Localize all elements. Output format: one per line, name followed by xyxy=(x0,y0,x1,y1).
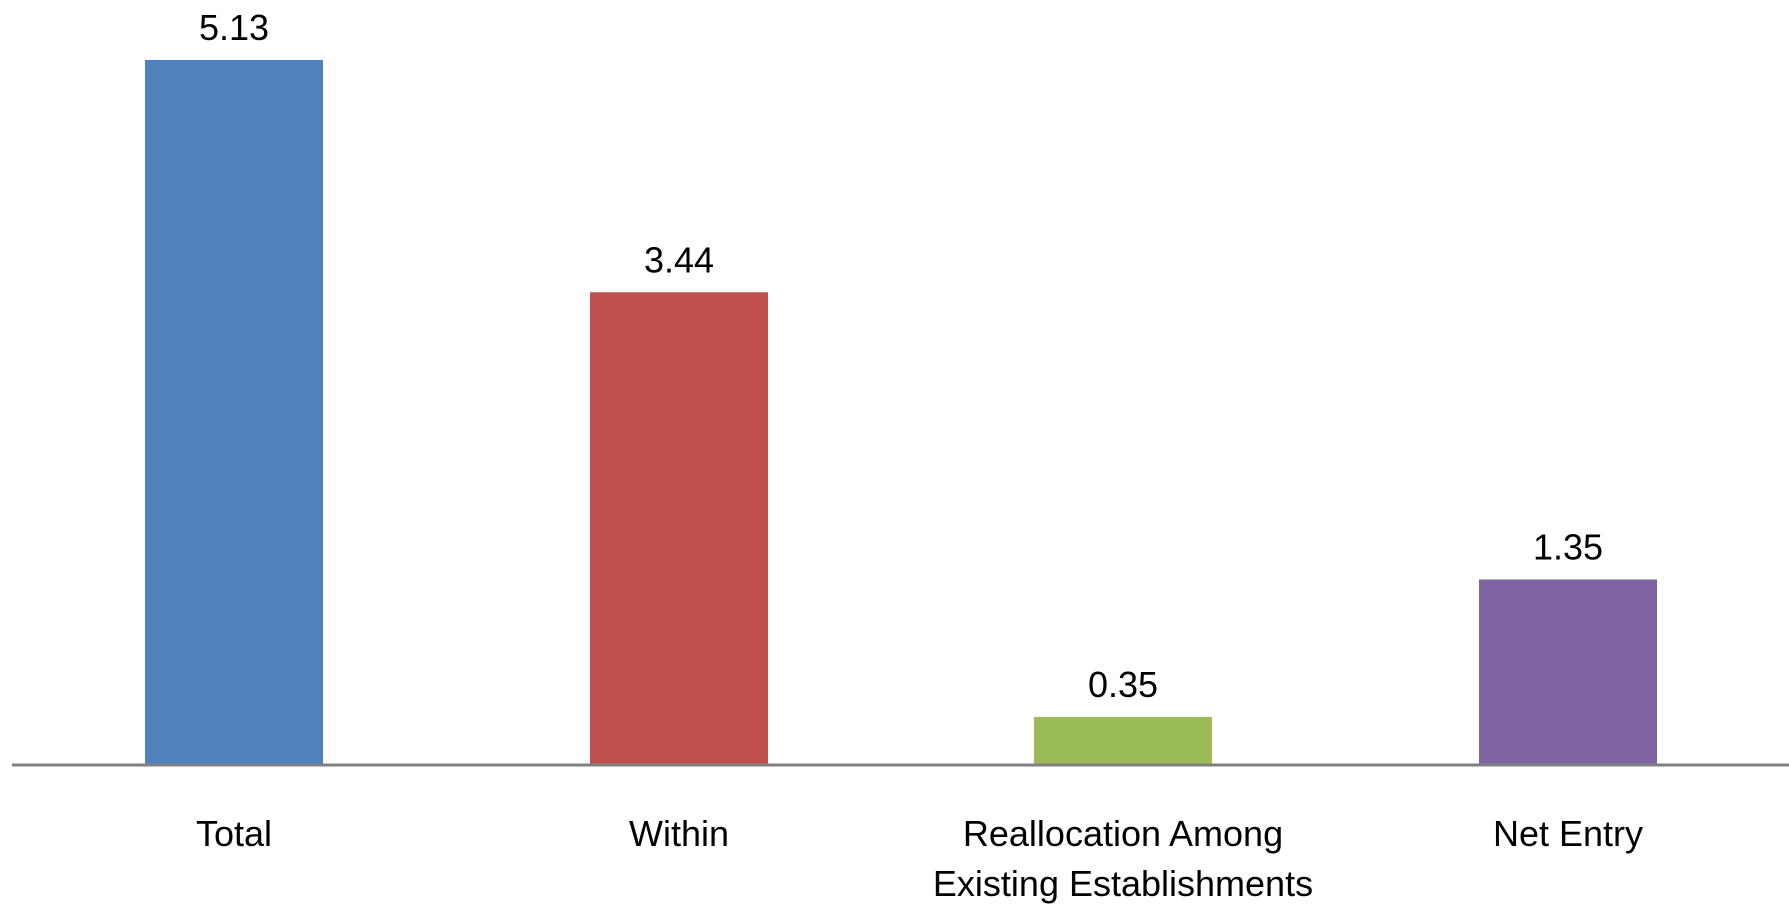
bar-1 xyxy=(590,292,768,765)
bar-2 xyxy=(1034,716,1212,765)
category-label-2-line-1: Existing Establishments xyxy=(933,863,1313,904)
bar-0 xyxy=(145,60,323,765)
category-label-3-line-0: Net Entry xyxy=(1493,813,1643,854)
category-labels-group: Total Within Reallocation Among Existing Es… xyxy=(196,813,1643,904)
category-label-1-line-0: Within xyxy=(629,813,729,854)
value-label-2: 0.35 xyxy=(1088,664,1158,705)
category-label-2-line-0: Reallocation Among xyxy=(963,813,1283,854)
value-label-0: 5.13 xyxy=(199,7,269,48)
value-label-1: 3.44 xyxy=(644,239,714,280)
value-label-3: 1.35 xyxy=(1533,526,1603,567)
bars-group xyxy=(145,60,1657,765)
value-labels-group: 5.13 3.44 0.35 1.35 xyxy=(199,7,1603,705)
category-label-0-line-0: Total xyxy=(196,813,272,854)
bar-3 xyxy=(1479,579,1657,765)
